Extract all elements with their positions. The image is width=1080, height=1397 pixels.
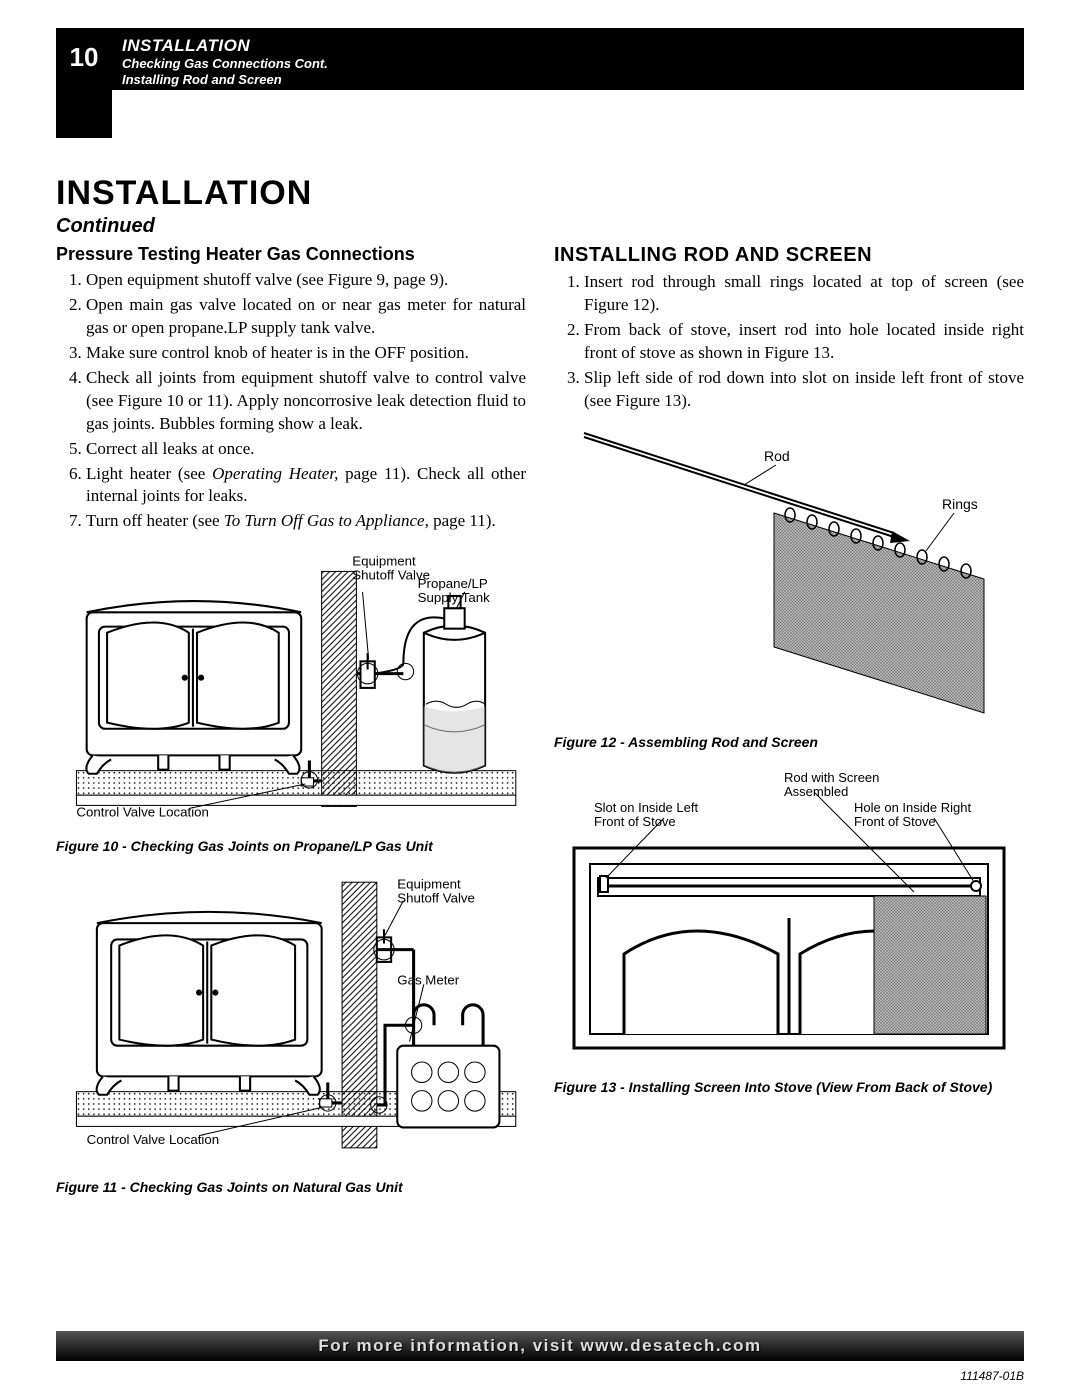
svg-text:Assembled: Assembled — [784, 784, 848, 799]
list-item: Make sure control knob of heater is in t… — [86, 342, 526, 365]
list-item: Correct all leaks at once. — [86, 438, 526, 461]
svg-text:Propane/LP: Propane/LP — [418, 576, 488, 591]
svg-text:Rod with Screen: Rod with Screen — [784, 770, 879, 785]
header-sub1: Checking Gas Connections Cont. — [122, 56, 1024, 72]
svg-text:Control Valve Location: Control Valve Location — [76, 805, 209, 820]
figure-13-svg: Rod with Screen Assembled Slot on Inside… — [554, 768, 1024, 1068]
figure-11-caption: Figure 11 - Checking Gas Joints on Natur… — [56, 1179, 526, 1195]
figure-12-caption: Figure 12 - Assembling Rod and Screen — [554, 734, 1024, 750]
list-item: Check all joints from equipment shutoff … — [86, 367, 526, 436]
header-block: 10 INSTALLATION Checking Gas Connections… — [56, 28, 1024, 138]
footer-bar: For more information, visit www.desatech… — [56, 1331, 1024, 1361]
figure-11: Equipment Shutoff Valve Gas Meter Contro… — [56, 872, 526, 1195]
list-item: Open equipment shutoff valve (see Figure… — [86, 269, 526, 292]
svg-text:Front of Stove: Front of Stove — [854, 814, 936, 829]
svg-text:Rod: Rod — [764, 448, 790, 464]
left-column: Pressure Testing Heater Gas Connections … — [56, 244, 526, 1195]
svg-text:Supply Tank: Supply Tank — [418, 590, 490, 605]
main-title: INSTALLATION — [56, 174, 1024, 213]
header-right: INSTALLATION Checking Gas Connections Co… — [112, 28, 1024, 90]
figure-13-caption: Figure 13 - Installing Screen Into Stove… — [554, 1079, 1024, 1095]
svg-text:Shutoff Valve: Shutoff Valve — [397, 891, 475, 906]
document-number: 111487-01B — [960, 1369, 1024, 1383]
page-number-box: 10 — [56, 28, 112, 138]
list-item: Insert rod through small rings located a… — [584, 271, 1024, 317]
list-item: Open main gas valve located on or near g… — [86, 294, 526, 340]
left-heading: Pressure Testing Heater Gas Connections — [56, 244, 526, 265]
list-item: Turn off heater (see To Turn Off Gas to … — [86, 510, 526, 533]
svg-text:Equipment: Equipment — [352, 554, 416, 569]
page: 10 INSTALLATION Checking Gas Connections… — [0, 0, 1080, 1397]
svg-text:Rings: Rings — [942, 496, 978, 512]
figure-11-svg: Equipment Shutoff Valve Gas Meter Contro… — [56, 872, 526, 1168]
figure-12: Rod Rings Figure 12 - Assembling Rod and… — [554, 423, 1024, 750]
svg-text:Hole on Inside Right: Hole on Inside Right — [854, 800, 971, 815]
svg-text:Slot on Inside Left: Slot on Inside Left — [594, 800, 698, 815]
figure-10: Equipment Shutoff Valve Propane/LP Suppl… — [56, 551, 526, 854]
two-column-layout: Pressure Testing Heater Gas Connections … — [56, 244, 1024, 1195]
svg-text:Control Valve Location: Control Valve Location — [87, 1132, 220, 1147]
right-heading: INSTALLING ROD AND SCREEN — [554, 244, 1024, 267]
list-item: From back of stove, insert rod into hole… — [584, 319, 1024, 365]
footer-text: For more information, visit www.desatech… — [318, 1336, 761, 1356]
list-item: Slip left side of rod down into slot on … — [584, 367, 1024, 413]
svg-text:Front of Stove: Front of Stove — [594, 814, 676, 829]
right-steps: Insert rod through small rings located a… — [554, 271, 1024, 413]
figure-10-caption: Figure 10 - Checking Gas Joints on Propa… — [56, 838, 526, 854]
page-number: 10 — [70, 42, 99, 73]
figure-12-svg: Rod Rings — [554, 423, 1024, 723]
header-sub2: Installing Rod and Screen — [122, 72, 1024, 88]
svg-text:Equipment: Equipment — [397, 877, 461, 892]
figure-10-svg: Equipment Shutoff Valve Propane/LP Suppl… — [56, 551, 526, 827]
figure-13: Rod with Screen Assembled Slot on Inside… — [554, 768, 1024, 1095]
svg-text:Gas Meter: Gas Meter — [397, 973, 460, 988]
left-steps: Open equipment shutoff valve (see Figure… — [56, 269, 526, 533]
continued-label: Continued — [56, 215, 1024, 238]
list-item: Light heater (see Operating Heater, page… — [86, 463, 526, 509]
header-title: INSTALLATION — [122, 36, 1024, 56]
right-column: INSTALLING ROD AND SCREEN Insert rod thr… — [554, 244, 1024, 1195]
